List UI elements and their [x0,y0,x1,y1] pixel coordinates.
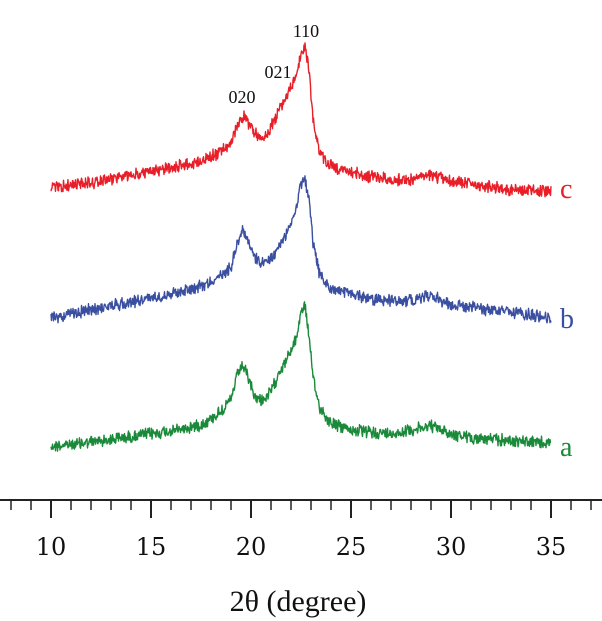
series-line-b [50,175,552,324]
x-axis-label: 2θ (degree) [230,585,367,618]
series-line-a [50,301,552,452]
peak-annotations: 020 021 110 [229,21,320,107]
x-tick-label: 35 [536,533,567,561]
x-tick-label: 15 [136,533,167,561]
x-axis: 10 15 20 25 30 35 [0,499,602,561]
series-label-b: b [560,304,574,335]
peak-label-020: 020 [229,87,256,107]
x-tick-label: 10 [36,533,67,561]
peak-label-110: 110 [293,21,319,41]
series-label-a: a [560,432,573,463]
series-label-c: c [560,174,572,205]
x-tick-label: 25 [336,533,367,561]
series-layer [50,42,552,452]
series-labels: a b c [560,174,574,463]
x-tick-label: 30 [436,533,467,561]
x-tick-label: 20 [236,533,267,561]
peak-label-021: 021 [265,62,292,82]
series-line-c [50,42,552,198]
